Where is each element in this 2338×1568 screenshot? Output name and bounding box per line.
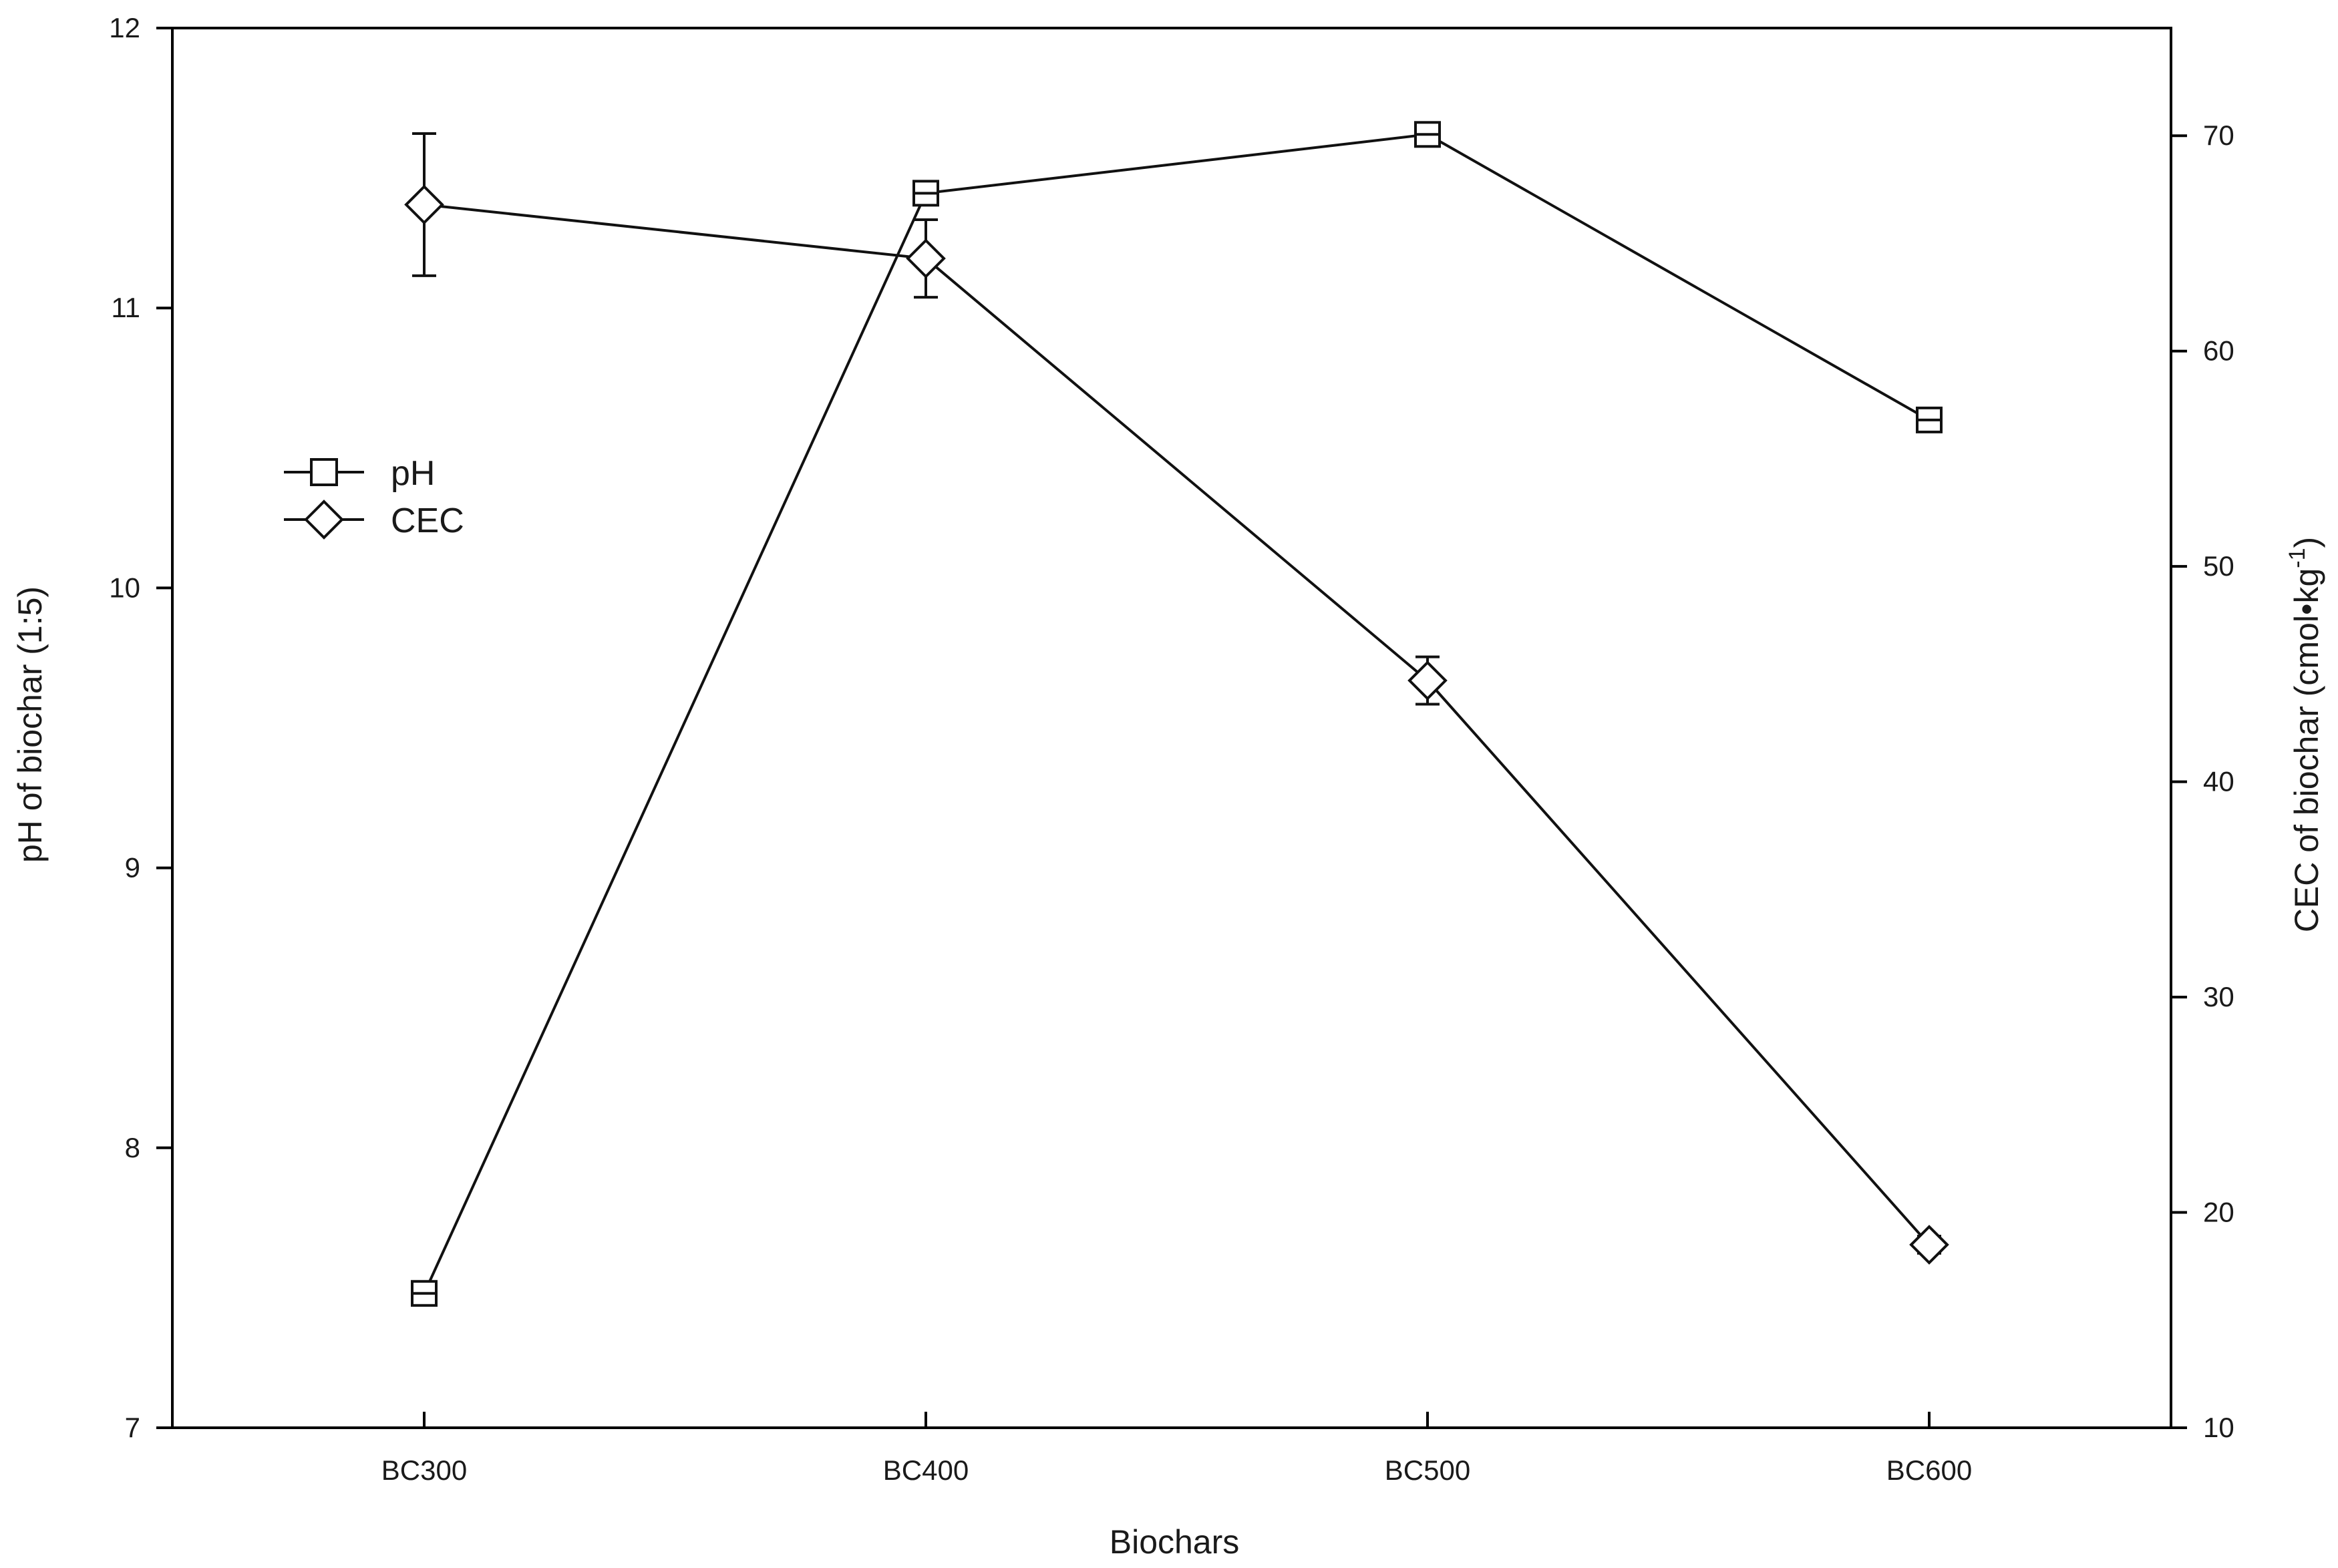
right-y-tick-label: 50 <box>2203 550 2234 582</box>
x-axis-title: Biochars <box>1110 1523 1240 1561</box>
legend-entry-cec: CEC <box>284 500 464 540</box>
right-y-axis-title: CEC of biochar (cmol•kg-1) <box>2285 537 2325 932</box>
series-cec-point <box>906 238 946 278</box>
right-y-tick-label: 30 <box>2203 981 2234 1012</box>
right-y-axis-title-close: ) <box>2288 537 2325 548</box>
x-tick-label: BC500 <box>1385 1454 1470 1486</box>
right-y-tick-label: 70 <box>2203 120 2234 151</box>
series-cec-point <box>1407 660 1448 701</box>
x-tick-label: BC400 <box>883 1454 969 1486</box>
left-y-tick-label: 7 <box>125 1412 140 1443</box>
left-y-tick-label: 9 <box>125 852 140 884</box>
right-y-tick-label: 40 <box>2203 766 2234 797</box>
legend: pH CEC <box>284 454 464 540</box>
legend-cec-diamond-marker <box>304 500 344 540</box>
x-tick-label: BC600 <box>1886 1454 1972 1486</box>
left-y-tick-label: 8 <box>125 1132 140 1163</box>
left-y-tick-label: 11 <box>111 292 140 323</box>
x-tick-label: BC300 <box>381 1454 467 1486</box>
legend-cec-label: CEC <box>391 502 464 540</box>
plot-area-border <box>171 27 2172 1429</box>
right-y-axis: 10 20 30 40 50 60 70 <box>2171 120 2234 1443</box>
left-y-tick-label: 12 <box>109 12 140 43</box>
series-layer <box>404 121 1949 1307</box>
left-y-axis-title: pH of biochar (1:5) <box>11 586 49 863</box>
right-y-tick-label: 20 <box>2203 1197 2234 1228</box>
series-cec-point <box>1909 1225 1949 1265</box>
x-axis: BC300 BC400 BC500 BC600 <box>381 1412 1972 1486</box>
legend-entry-ph: pH <box>284 454 435 493</box>
series-cec-line <box>424 203 1931 1246</box>
left-y-axis: 7 8 9 10 11 12 <box>109 12 172 1443</box>
series-ph-line <box>423 133 1930 1294</box>
right-y-axis-title-main: CEC of biochar (cmol•kg <box>2288 568 2325 932</box>
plot-frame <box>171 27 2172 1429</box>
right-y-axis-title-superscript: -1 <box>2285 548 2310 568</box>
series-ph <box>411 121 1943 1307</box>
legend-ph-label: pH <box>391 454 435 493</box>
series-cec-point <box>404 184 444 225</box>
legend-ph-square-marker <box>310 458 338 486</box>
series-cec <box>404 132 1949 1265</box>
left-y-tick-label: 10 <box>109 572 140 603</box>
right-y-tick-label: 10 <box>2203 1412 2234 1443</box>
right-y-tick-label: 60 <box>2203 335 2234 367</box>
